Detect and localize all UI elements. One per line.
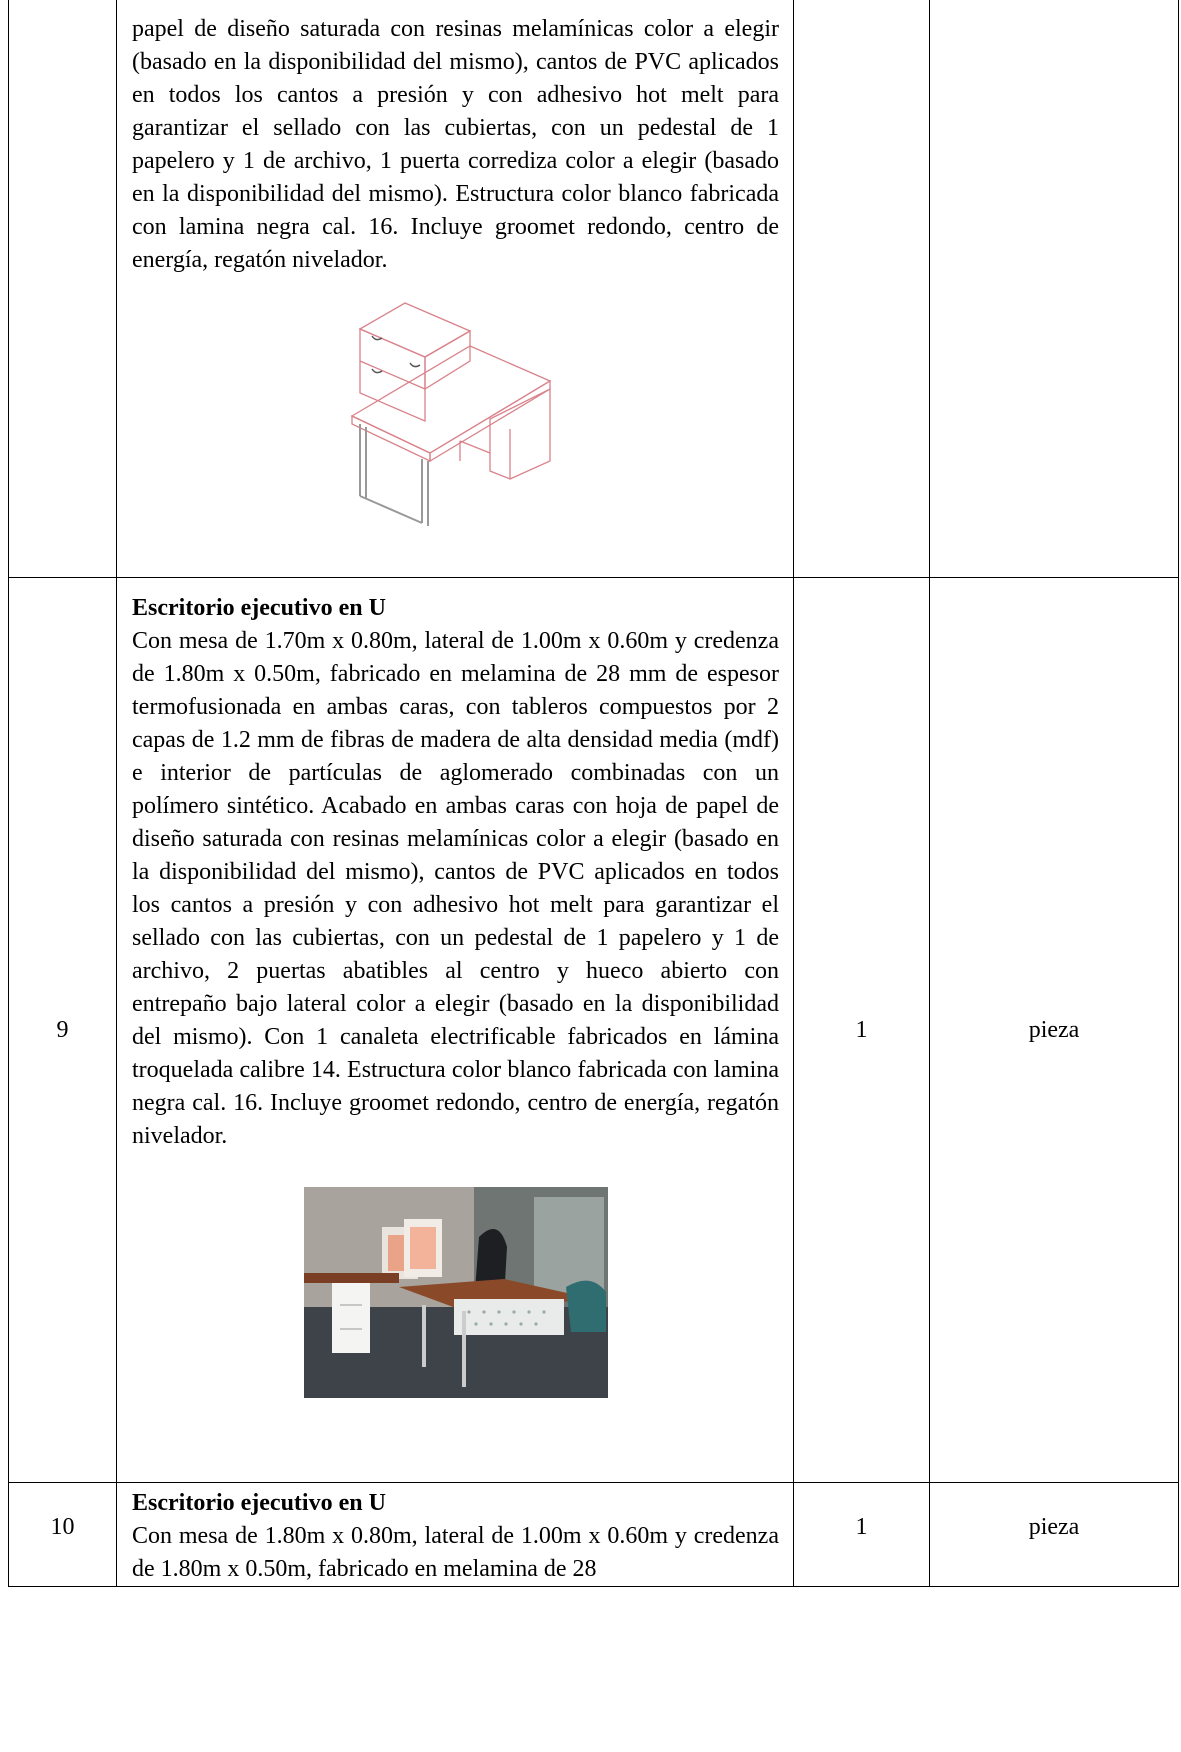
unit-cell [929,0,1179,578]
number-cell [8,0,117,578]
product-table: papel de diseño saturada con resinas mel… [8,0,1179,1587]
description: Con mesa de 1.80m x 0.80m, lateral de 1.… [132,1523,779,1582]
quantity-cell [793,0,930,578]
number: 9 [8,577,117,1483]
desk-drawing [350,302,551,526]
quantity: 1 [793,577,930,1483]
item-title: Escritorio ejecutivo en U [132,595,386,621]
table-row: 9 Escritorio ejecutivo en U Con mesa de … [8,577,1179,1483]
desk-photo [303,1187,608,1398]
item-title: Escritorio ejecutivo en U [132,1490,386,1516]
unit: pieza [929,1482,1179,1587]
number: 10 [8,1482,117,1587]
table-row: 10 Escritorio ejecutivo en U Con mesa de… [8,1482,1179,1587]
description-cell: papel de diseño saturada con resinas mel… [116,0,794,578]
description: papel de diseño saturada con resinas mel… [132,16,779,273]
quantity: 1 [793,1482,930,1587]
description-cell: Escritorio ejecutivo en U Con mesa de 1.… [116,577,794,1483]
table-row: papel de diseño saturada con resinas mel… [8,0,1179,578]
description-cell: Escritorio ejecutivo en U Con mesa de 1.… [116,1482,794,1587]
description: Con mesa de 1.70m x 0.80m, lateral de 1.… [132,628,779,1149]
unit: pieza [929,577,1179,1483]
